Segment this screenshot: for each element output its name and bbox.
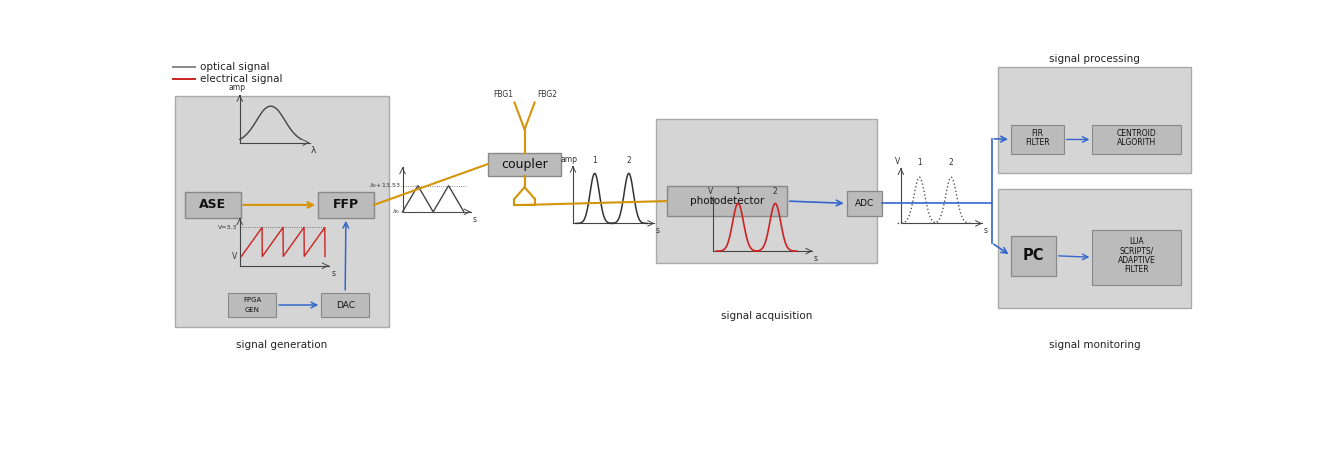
Bar bbox=[1092, 125, 1181, 154]
Text: $\lambda_0$+13.53: $\lambda_0$+13.53 bbox=[368, 181, 400, 190]
Text: V=3.3: V=3.3 bbox=[218, 225, 238, 230]
Text: FILTER: FILTER bbox=[1025, 138, 1050, 147]
Bar bbox=[488, 153, 561, 176]
Bar bbox=[175, 96, 388, 327]
Text: DAC: DAC bbox=[336, 301, 355, 310]
Text: signal processing: signal processing bbox=[1049, 54, 1140, 64]
Text: λ: λ bbox=[311, 146, 316, 155]
Text: ADAPTIVE: ADAPTIVE bbox=[1118, 256, 1156, 265]
Text: FBG1: FBG1 bbox=[493, 90, 513, 99]
Text: 2: 2 bbox=[949, 158, 954, 167]
Text: V: V bbox=[707, 187, 712, 196]
Text: V: V bbox=[233, 252, 238, 261]
Text: 1: 1 bbox=[917, 158, 922, 167]
Text: s: s bbox=[472, 215, 476, 224]
Text: signal monitoring: signal monitoring bbox=[1049, 340, 1140, 350]
Bar bbox=[847, 191, 882, 216]
Text: coupler: coupler bbox=[501, 158, 548, 171]
Text: signal generation: signal generation bbox=[237, 340, 328, 350]
Text: 1: 1 bbox=[593, 156, 597, 165]
Text: ALGORITH: ALGORITH bbox=[1118, 138, 1156, 147]
Text: s: s bbox=[815, 254, 819, 263]
Text: GEN: GEN bbox=[245, 306, 259, 313]
Bar bbox=[1092, 230, 1181, 285]
Text: FBG2: FBG2 bbox=[537, 90, 557, 99]
Bar bbox=[318, 192, 373, 218]
Text: amp: amp bbox=[229, 84, 245, 93]
Text: $\lambda_0$: $\lambda_0$ bbox=[392, 207, 400, 216]
Bar bbox=[185, 192, 241, 218]
Text: FILTER: FILTER bbox=[1124, 265, 1150, 274]
Bar bbox=[667, 186, 787, 216]
Text: s: s bbox=[983, 226, 987, 235]
Bar bbox=[1011, 236, 1055, 276]
Text: electrical signal: electrical signal bbox=[201, 74, 283, 84]
Bar bbox=[1011, 125, 1063, 154]
Text: 1: 1 bbox=[736, 188, 740, 197]
Text: V: V bbox=[896, 158, 900, 166]
Text: SCRIPTS/: SCRIPTS/ bbox=[1120, 247, 1154, 256]
Bar bbox=[998, 189, 1192, 308]
Text: s: s bbox=[331, 269, 335, 278]
Text: LUA: LUA bbox=[1130, 238, 1144, 247]
Bar bbox=[998, 67, 1192, 173]
Text: FPGA: FPGA bbox=[243, 297, 262, 303]
Text: ASE: ASE bbox=[199, 198, 226, 211]
Text: FIR: FIR bbox=[1031, 129, 1043, 138]
Text: 2: 2 bbox=[773, 188, 777, 197]
Text: optical signal: optical signal bbox=[201, 62, 270, 72]
Text: PC: PC bbox=[1022, 248, 1045, 263]
Bar bbox=[229, 292, 276, 317]
Text: s: s bbox=[657, 226, 661, 235]
Bar bbox=[657, 119, 877, 263]
Text: amp: amp bbox=[561, 155, 578, 164]
Text: signal acquisition: signal acquisition bbox=[720, 311, 812, 321]
Text: photodetector: photodetector bbox=[690, 196, 764, 206]
Text: FFP: FFP bbox=[332, 198, 359, 211]
Text: 2: 2 bbox=[626, 156, 631, 165]
Text: CENTROID: CENTROID bbox=[1116, 129, 1156, 138]
Text: ADC: ADC bbox=[855, 199, 874, 208]
Bar bbox=[322, 292, 369, 317]
